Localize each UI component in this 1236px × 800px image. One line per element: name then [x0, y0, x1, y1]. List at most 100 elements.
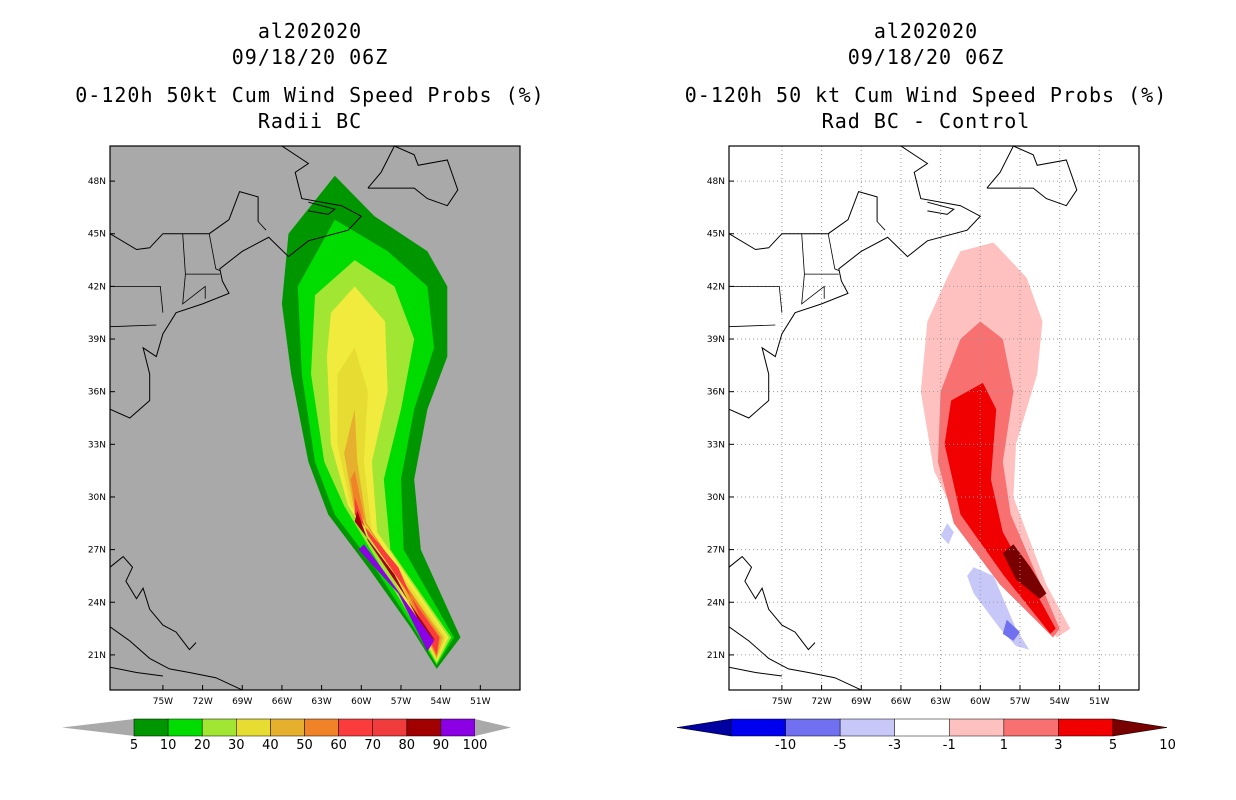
- colorbar-label: 20: [194, 738, 211, 753]
- colorbar-label: -10: [775, 738, 796, 753]
- y-tick-label: 48N: [707, 177, 725, 187]
- state-border: [801, 233, 825, 305]
- x-tick-label: 57W: [391, 697, 411, 707]
- x-tick-label: 66W: [891, 697, 911, 707]
- contour-level-80-8: [354, 511, 436, 641]
- y-tick-label: 21N: [707, 651, 725, 661]
- state-border: [110, 285, 164, 313]
- state-border: [827, 233, 839, 271]
- colorbar-swatch-0: [730, 718, 786, 737]
- state-border: [257, 221, 267, 231]
- colorbar-over-triangle: [1112, 718, 1168, 737]
- coastline: [986, 146, 1078, 207]
- x-tick-label: 60W: [970, 697, 990, 707]
- x-tick-label: 63W: [311, 697, 331, 707]
- colorbar-swatch-7: [372, 718, 408, 737]
- colorbar-swatch-1: [167, 718, 203, 737]
- colorbar-swatch-6: [338, 718, 373, 737]
- colorbar-label: 1: [1000, 738, 1008, 753]
- right-chart-title: al202020 09/18/20 06Z 0-120h 50 kt Cum W…: [676, 18, 1176, 134]
- state-border: [729, 324, 776, 328]
- y-tick-label: 45N: [707, 230, 725, 240]
- x-tick-label: 72W: [811, 697, 831, 707]
- colorbar-label: -5: [834, 738, 847, 753]
- colorbar-label: 50: [296, 738, 313, 753]
- colorbar-label: 10: [160, 738, 177, 753]
- y-tick-label: 21N: [88, 651, 106, 661]
- state-border: [729, 285, 783, 313]
- colorbar-label: 10: [1159, 738, 1176, 753]
- colorbar-label: 3: [1054, 738, 1062, 753]
- colorbar-label: 5: [130, 738, 138, 753]
- x-tick-label: 75W: [153, 697, 173, 707]
- y-tick-label: 30N: [88, 493, 106, 503]
- y-tick-label: 36N: [707, 388, 725, 398]
- y-tick-label: 33N: [707, 440, 725, 450]
- colorbar-swatch-2: [839, 718, 895, 737]
- state-border: [876, 221, 886, 231]
- coastline: [729, 666, 782, 677]
- colorbar-swatch-8: [406, 718, 442, 737]
- colorbar-swatch-3: [236, 718, 271, 737]
- contour-level-90-9: [358, 544, 434, 652]
- coastline: [729, 626, 862, 690]
- y-tick-label: 39N: [88, 335, 106, 345]
- colorbar-swatch-9: [440, 718, 476, 737]
- coastline: [729, 555, 816, 651]
- contour-level-neg3-5: [1002, 619, 1020, 641]
- colorbar-under-triangle: [62, 719, 134, 736]
- y-tick-label: 42N: [88, 282, 106, 292]
- x-tick-label: 75W: [772, 697, 792, 707]
- left-chart-title: al202020 09/18/20 06Z 0-120h 50kt Cum Wi…: [60, 18, 560, 134]
- right-storm-id: al202020: [873, 19, 979, 43]
- y-tick-label: 36N: [88, 388, 106, 398]
- colorbar-swatch-4: [270, 718, 305, 737]
- state-border: [208, 233, 220, 271]
- colorbar-label: 40: [262, 738, 279, 753]
- contour-level-5-2: [944, 382, 1056, 634]
- colorbar-swatch-0: [133, 718, 169, 737]
- y-tick-label: 24N: [707, 598, 725, 608]
- plot-frame: [109, 145, 521, 691]
- right-subtitle: Rad BC - Control: [821, 109, 1031, 133]
- contour-level-10-3: [1002, 544, 1047, 599]
- colorbar-label: 5: [1109, 738, 1117, 753]
- y-tick-label: 45N: [88, 230, 106, 240]
- colorbar-label: 60: [330, 738, 347, 753]
- chart-panel-2: 75W 72W 69W 66W 63W 60W 57W 54W 51W 21N 24N 27N 30N 3…: [676, 145, 1176, 753]
- colorbar-swatch-2: [201, 718, 237, 737]
- coastline: [729, 146, 982, 419]
- colorbar-swatch-5: [304, 718, 339, 737]
- y-tick-label: 48N: [88, 177, 106, 187]
- x-tick-label: 69W: [232, 697, 252, 707]
- coastline: [110, 146, 363, 419]
- contour-level-40-4: [337, 347, 446, 661]
- x-tick-label: 57W: [1010, 697, 1030, 707]
- coastline: [110, 626, 243, 690]
- colorbar-swatch-1: [785, 718, 841, 737]
- coastline: [308, 201, 336, 215]
- colorbar: -10 -5 -3 -1 1 3 5 10: [676, 718, 1176, 753]
- y-tick-label: 27N: [88, 546, 106, 556]
- colorbar-swatch-3: [894, 718, 950, 737]
- plot-area: [729, 146, 1139, 690]
- x-tick-label: 72W: [192, 697, 212, 707]
- y-tick-label: 42N: [707, 282, 725, 292]
- left-subtitle: Radii BC: [257, 109, 363, 133]
- colorbar: 5 10 20 30 40 50 60 70 80 90 100: [62, 718, 511, 753]
- state-border: [182, 233, 206, 305]
- x-tick-label: 63W: [930, 697, 950, 707]
- coastline: [367, 146, 459, 207]
- colorbar-label: 90: [433, 738, 450, 753]
- x-tick-label: 51W: [470, 697, 490, 707]
- contour-level-neg1-6: [940, 523, 954, 545]
- x-tick-label: 51W: [1089, 697, 1109, 707]
- colorbar-label: 30: [228, 738, 245, 753]
- x-tick-label: 69W: [851, 697, 871, 707]
- colorbar-over-triangle: [475, 719, 511, 736]
- colorbar-under-triangle: [676, 718, 732, 737]
- colorbar-label: 100: [463, 738, 488, 753]
- colorbar-swatch-6: [1058, 718, 1114, 737]
- y-tick-label: 30N: [707, 493, 725, 503]
